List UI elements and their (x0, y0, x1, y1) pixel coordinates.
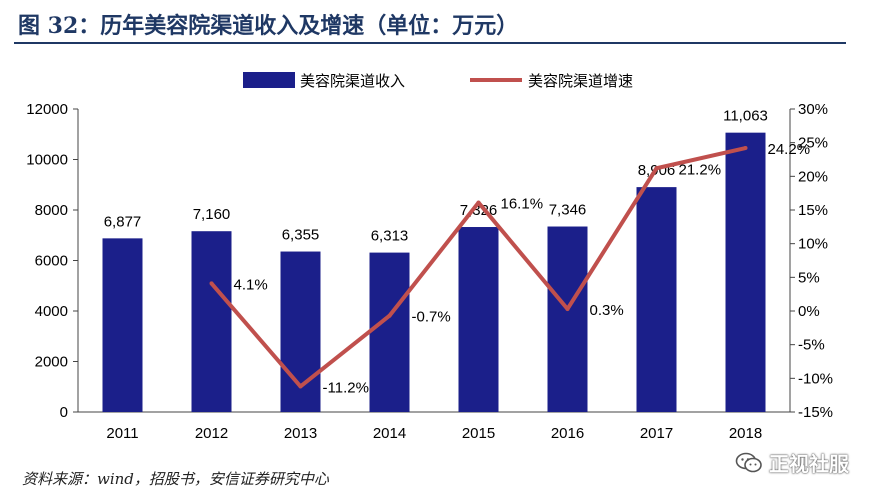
growth-value-label: 21.2% (679, 161, 722, 178)
y-right-tick-label: -5% (798, 337, 825, 354)
x-tick-label: 2014 (373, 425, 406, 442)
y-left-tick-label: 8000 (35, 202, 68, 219)
figure-title: 图 32：历年美容院渠道收入及增速（单位：万元） (18, 13, 519, 39)
legend-bar-label: 美容院渠道收入 (300, 72, 405, 90)
y-right-tick-label: 15% (798, 202, 828, 219)
bar-revenue-2018 (725, 132, 766, 413)
growth-point-2017 (654, 166, 659, 171)
x-tick-label: 2016 (551, 425, 584, 442)
growth-point-2018 (743, 146, 748, 151)
bar-value-label: 6,313 (371, 228, 409, 245)
y-right-tick-label: 20% (798, 168, 828, 185)
x-tick-label: 2018 (729, 425, 762, 442)
growth-point-2013 (298, 384, 303, 389)
growth-value-label: 24.2% (768, 141, 811, 158)
y-right-tick-label: 10% (798, 236, 828, 253)
y-left-tick-label: 4000 (35, 303, 68, 320)
y-left-tick-label: 2000 (35, 354, 68, 371)
y-right-tick-label: -10% (798, 370, 833, 387)
bar-revenue-2017 (636, 187, 677, 412)
bar-revenue-2016 (547, 226, 588, 412)
y-right-tick-label: -15% (798, 404, 833, 421)
y-right-tick-label: 25% (798, 135, 828, 152)
bar-revenue-2012 (191, 231, 232, 412)
legend-line-label: 美容院渠道增速 (528, 72, 633, 90)
bar-value-label: 6,877 (104, 213, 142, 230)
bar-value-label: 7,346 (549, 202, 587, 219)
watermark-text: 正视社服 (769, 452, 849, 476)
x-tick-label: 2015 (462, 425, 495, 442)
y-left-tick-label: 0 (60, 404, 68, 421)
growth-value-label: 16.1% (501, 196, 544, 213)
growth-point-2012 (209, 281, 214, 286)
y-right-tick-label: 30% (798, 101, 828, 118)
source-note: 资料来源：wind，招股书，安信证券研究中心 (22, 470, 329, 488)
bar-revenue-2011 (102, 238, 143, 412)
bar-revenue-2014 (369, 252, 410, 412)
growth-point-2014 (387, 313, 392, 318)
growth-value-label: 4.1% (234, 276, 268, 293)
x-tick-label: 2012 (195, 425, 228, 442)
bar-value-label: 11,063 (723, 108, 768, 125)
y-right-tick-label: 5% (798, 269, 820, 286)
x-tick-label: 2013 (284, 425, 317, 442)
growth-point-2015 (476, 200, 481, 205)
watermark: 正视社服 (735, 448, 849, 477)
title-divider (14, 42, 846, 44)
bar-value-label: 7,160 (193, 206, 231, 223)
growth-value-label: 0.3% (590, 302, 624, 319)
bar-value-label: 6,355 (282, 227, 320, 244)
y-right-tick-label: 0% (798, 303, 820, 320)
wechat-icon (735, 452, 762, 472)
y-left-tick-label: 6000 (35, 253, 68, 270)
x-tick-label: 2017 (640, 425, 673, 442)
bar-revenue-2015 (458, 227, 499, 412)
x-tick-label: 2011 (106, 425, 138, 442)
growth-point-2016 (565, 306, 570, 311)
growth-value-label: -11.2% (323, 379, 369, 396)
y-left-tick-label: 10000 (26, 152, 68, 169)
legend-bar-swatch (243, 72, 295, 88)
y-left-tick-label: 12000 (26, 101, 68, 118)
growth-value-label: -0.7% (412, 309, 451, 326)
